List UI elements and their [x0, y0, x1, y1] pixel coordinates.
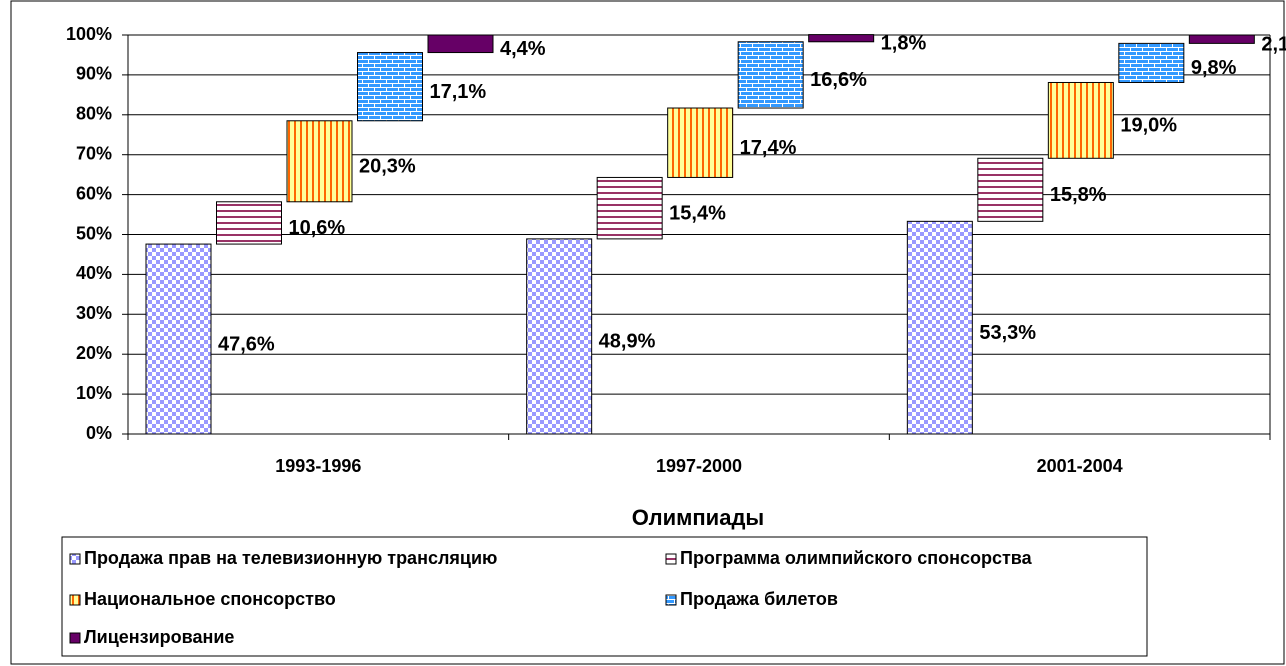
y-tick-label: 60%	[76, 183, 112, 203]
bar	[216, 201, 282, 245]
x-tick-label: 2001-2004	[1037, 456, 1123, 476]
bar	[596, 176, 663, 240]
data-label: 48,9%	[599, 331, 656, 353]
bar	[145, 243, 212, 435]
data-label: 19,0%	[1120, 115, 1177, 137]
y-tick-label: 80%	[76, 104, 112, 124]
data-label: 15,8%	[1050, 184, 1107, 206]
x-axis-title: Олимпиады	[632, 505, 764, 530]
bar	[737, 41, 804, 109]
x-tick-label: 1997-2000	[656, 456, 742, 476]
y-tick-label: 20%	[76, 343, 112, 363]
y-tick-label: 0%	[86, 423, 112, 443]
bar	[667, 107, 734, 178]
data-label: 20,3%	[359, 156, 416, 178]
legend-label: Национальное спонсорство	[84, 589, 336, 609]
bar	[906, 220, 973, 435]
x-tick-label: 1993-1996	[275, 456, 361, 476]
y-tick-label: 70%	[76, 143, 112, 163]
legend-label: Продажа билетов	[680, 589, 838, 609]
legend-label: Продажа прав на телевизионную трансляцию	[84, 548, 497, 568]
data-label: 16,6%	[810, 69, 867, 91]
y-tick-label: 40%	[76, 263, 112, 283]
bar	[286, 120, 353, 203]
data-label: 17,1%	[430, 81, 487, 103]
y-tick-label: 100%	[66, 24, 112, 44]
data-label: 4,4%	[500, 38, 546, 60]
legend-swatch	[665, 594, 677, 606]
bar	[1047, 81, 1114, 159]
data-label: 10,6%	[289, 217, 346, 239]
y-tick-label: 30%	[76, 303, 112, 323]
bar	[1188, 34, 1255, 44]
data-label: 2,1%	[1261, 33, 1286, 55]
bar	[427, 34, 494, 54]
bar	[808, 34, 875, 43]
legend-box	[61, 536, 1148, 657]
data-label: 15,4%	[669, 202, 726, 224]
y-tick-label: 10%	[76, 383, 112, 403]
data-label: 9,8%	[1191, 57, 1237, 79]
bar	[977, 157, 1044, 222]
bar	[1118, 42, 1185, 83]
bar	[526, 238, 593, 435]
legend-swatch	[69, 553, 81, 565]
bar	[357, 52, 423, 122]
data-label: 17,4%	[740, 137, 797, 159]
data-label: 53,3%	[979, 322, 1036, 344]
legend-label: Лицензирование	[84, 627, 234, 647]
legend-swatch	[69, 594, 81, 606]
legend-label: Программа олимпийского спонсорства	[680, 548, 1033, 568]
legend-swatch	[69, 632, 81, 644]
y-tick-label: 90%	[76, 64, 112, 84]
legend-swatch	[665, 553, 677, 565]
data-label: 1,8%	[881, 32, 927, 54]
y-tick-label: 50%	[76, 223, 112, 243]
data-label: 47,6%	[218, 333, 275, 355]
